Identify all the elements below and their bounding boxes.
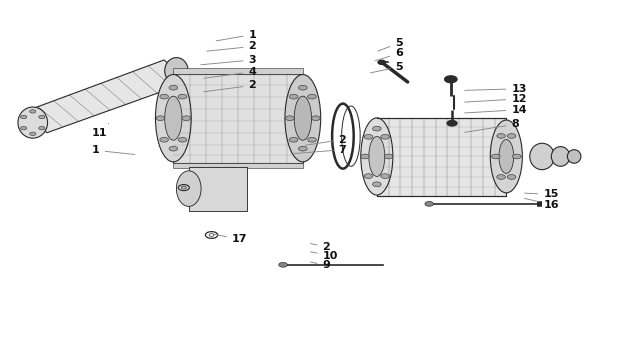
Circle shape <box>364 174 373 178</box>
Polygon shape <box>173 68 303 74</box>
Text: 14: 14 <box>465 105 527 115</box>
Ellipse shape <box>165 96 182 140</box>
Circle shape <box>298 146 307 151</box>
Ellipse shape <box>294 96 311 140</box>
Ellipse shape <box>530 143 554 170</box>
Circle shape <box>289 137 298 142</box>
Text: 9: 9 <box>310 260 331 271</box>
Circle shape <box>497 175 506 180</box>
Circle shape <box>384 154 393 159</box>
Text: 5: 5 <box>370 62 403 73</box>
Text: 6: 6 <box>375 48 403 61</box>
Text: 3: 3 <box>201 55 256 65</box>
Circle shape <box>507 134 516 138</box>
Ellipse shape <box>285 74 321 162</box>
Circle shape <box>279 262 287 267</box>
Circle shape <box>373 182 381 187</box>
Ellipse shape <box>499 139 514 173</box>
Text: 17: 17 <box>214 234 247 244</box>
Circle shape <box>445 76 457 83</box>
Circle shape <box>308 94 316 99</box>
Ellipse shape <box>490 120 522 193</box>
Circle shape <box>507 175 516 180</box>
Circle shape <box>160 94 169 99</box>
Text: 1: 1 <box>216 30 256 41</box>
Circle shape <box>491 154 500 159</box>
Circle shape <box>286 116 294 121</box>
Text: 7: 7 <box>295 145 346 155</box>
Text: 4: 4 <box>204 67 256 78</box>
Circle shape <box>298 85 307 90</box>
Polygon shape <box>22 60 188 133</box>
Circle shape <box>364 134 373 139</box>
Circle shape <box>512 154 521 159</box>
Ellipse shape <box>176 171 201 206</box>
Circle shape <box>39 115 45 119</box>
Circle shape <box>497 134 506 138</box>
Text: 11: 11 <box>92 123 109 138</box>
Text: 13: 13 <box>465 84 527 94</box>
Circle shape <box>30 132 36 135</box>
Circle shape <box>447 121 457 126</box>
Circle shape <box>289 94 298 99</box>
Text: 16: 16 <box>525 199 559 209</box>
Circle shape <box>30 110 36 113</box>
Circle shape <box>311 116 320 121</box>
Text: 2: 2 <box>204 80 256 92</box>
Text: 2: 2 <box>207 41 256 51</box>
Circle shape <box>361 154 370 159</box>
Circle shape <box>169 146 177 151</box>
Text: 12: 12 <box>465 94 527 104</box>
Circle shape <box>169 85 177 90</box>
Circle shape <box>381 174 389 178</box>
Circle shape <box>378 60 386 64</box>
Text: 5: 5 <box>378 38 403 51</box>
Ellipse shape <box>551 147 570 166</box>
Ellipse shape <box>369 136 385 176</box>
Circle shape <box>160 137 169 142</box>
Text: 2: 2 <box>310 242 330 252</box>
Circle shape <box>39 126 45 130</box>
Polygon shape <box>188 167 247 211</box>
Circle shape <box>425 202 434 206</box>
Ellipse shape <box>156 74 191 162</box>
Polygon shape <box>173 74 303 163</box>
Circle shape <box>182 116 190 121</box>
Text: 10: 10 <box>310 251 338 261</box>
Circle shape <box>178 94 187 99</box>
Text: 8: 8 <box>465 119 519 132</box>
Circle shape <box>373 126 381 131</box>
Ellipse shape <box>567 150 581 163</box>
Polygon shape <box>377 118 506 196</box>
Circle shape <box>381 134 389 139</box>
Text: 15: 15 <box>525 189 559 199</box>
Circle shape <box>20 126 27 130</box>
Circle shape <box>156 116 165 121</box>
Ellipse shape <box>361 118 393 195</box>
Text: 2: 2 <box>305 135 346 145</box>
Polygon shape <box>173 163 303 168</box>
Ellipse shape <box>18 107 48 138</box>
Circle shape <box>178 137 187 142</box>
Circle shape <box>308 137 316 142</box>
Ellipse shape <box>165 57 188 84</box>
Circle shape <box>20 115 27 119</box>
Text: 1: 1 <box>92 146 135 155</box>
